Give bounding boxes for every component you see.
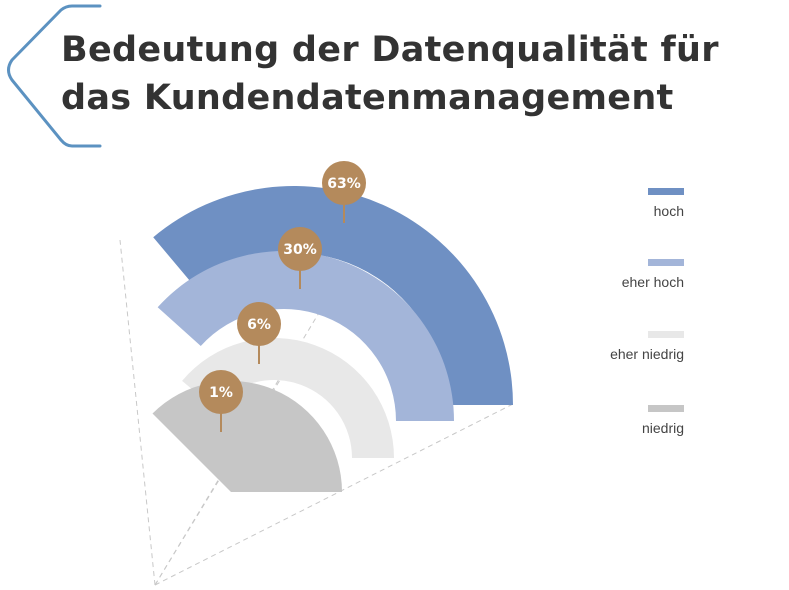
value-pin: 30%: [278, 227, 322, 289]
value-pin-circle: [237, 302, 281, 346]
value-pin-circle: [322, 161, 366, 205]
legend-swatch-hoch: [648, 188, 684, 195]
page-title-line-2: das Kundendatenmanagement: [61, 78, 674, 118]
data-label: 63%: [327, 176, 361, 192]
legend-label-eher-hoch: eher hoch: [621, 274, 684, 290]
value-pin-circle: [199, 370, 243, 414]
data-label: 30%: [283, 242, 317, 258]
data-label: 1%: [209, 385, 233, 401]
page-title: Bedeutung der Datenqualität für das Kund…: [61, 26, 719, 122]
legend-swatch-niedrig: [648, 405, 684, 412]
legend-swatch-eher-hoch: [648, 259, 684, 266]
value-pin: 63%: [322, 161, 366, 223]
legend-label-hoch: hoch: [653, 203, 684, 219]
guide-line: [119, 239, 156, 586]
chart-segment-eher-niedrig: [182, 338, 394, 458]
value-pin: 6%: [237, 302, 281, 364]
legend-item-niedrig: niedrig: [642, 405, 684, 436]
value-pin: 1%: [199, 370, 243, 432]
legend-item-eher-hoch: eher hoch: [622, 259, 684, 290]
chart-segment-hoch: [153, 186, 514, 405]
page-title-line-1: Bedeutung der Datenqualität für: [61, 30, 719, 70]
legend-label-eher-niedrig: eher niedrig: [610, 346, 684, 362]
chart-segment-niedrig: [152, 380, 342, 492]
legend-swatch-eher-niedrig: [648, 331, 684, 338]
legend-item-eher-niedrig: eher niedrig: [610, 331, 684, 362]
value-pin-circle: [278, 227, 322, 271]
guide-line: [154, 403, 514, 586]
chart-segment-eher-hoch: [157, 251, 454, 421]
legend-label-niedrig: niedrig: [641, 420, 684, 436]
decorative-arrow-bracket-icon: [7, 4, 102, 148]
data-label: 6%: [247, 317, 271, 333]
legend-item-hoch: hoch: [648, 188, 684, 219]
